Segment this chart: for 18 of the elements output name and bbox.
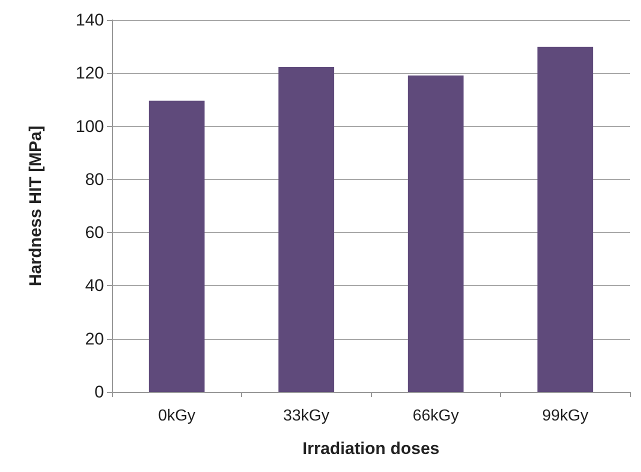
y-tick-label: 120: [76, 64, 104, 83]
x-tick-label: 0kGy: [158, 408, 196, 424]
bar: [537, 46, 594, 392]
x-tick-label: 66kGy: [412, 408, 459, 424]
x-axis-title: Irradiation doses: [302, 439, 440, 458]
y-tick-label: 60: [85, 223, 104, 242]
bar: [408, 76, 464, 392]
y-tick-label: 100: [76, 116, 104, 136]
y-tick-label: 40: [85, 276, 104, 296]
y-tick-label: 140: [76, 10, 104, 30]
y-tick-label: 20: [85, 329, 104, 348]
y-axis-title: Hardness HIT [MPa]: [26, 126, 45, 286]
y-tick-label: 80: [85, 170, 104, 189]
bar: [148, 100, 205, 392]
bar: [278, 67, 334, 392]
y-tick-label: 0: [94, 382, 104, 402]
x-tick-label: 33kGy: [283, 408, 330, 424]
x-tick-label: 99kGy: [542, 408, 588, 424]
